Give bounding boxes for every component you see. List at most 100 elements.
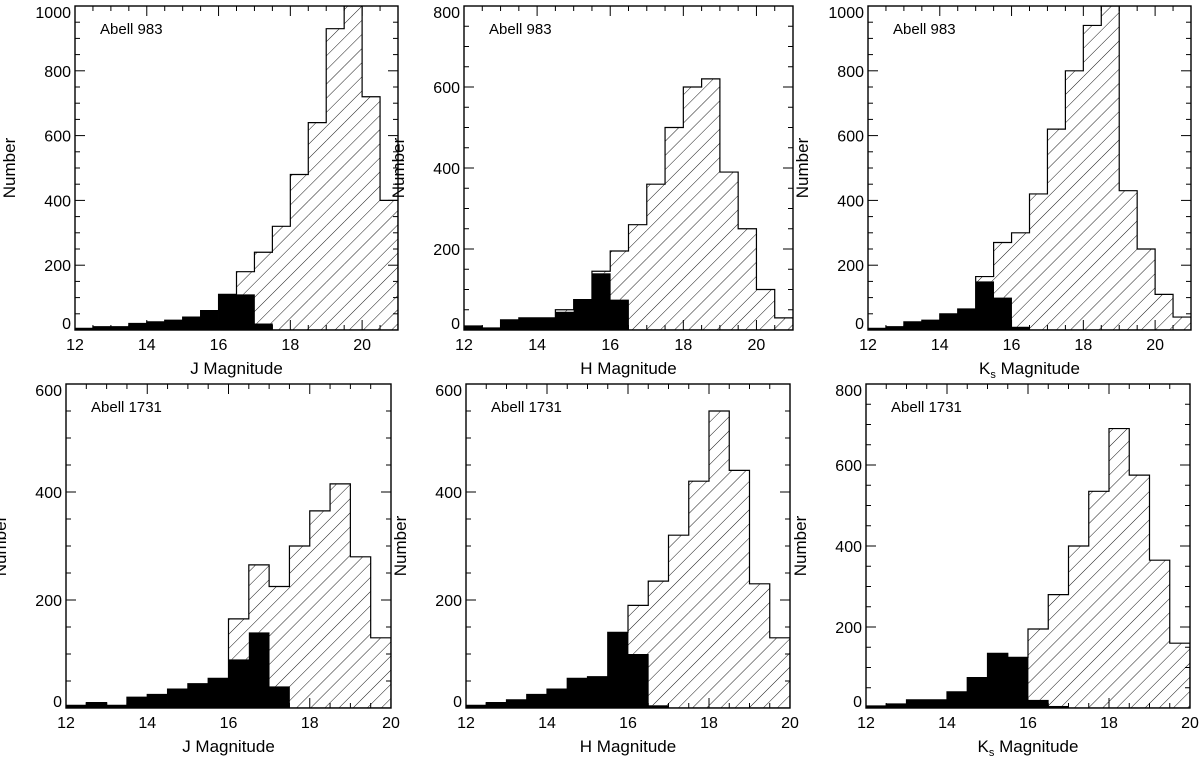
hatched-bar bbox=[254, 252, 273, 324]
hatched-bar bbox=[1169, 643, 1190, 708]
x-tick-label: 12 bbox=[455, 337, 473, 354]
hatched-bar bbox=[1129, 475, 1150, 708]
hatched-bar bbox=[1029, 193, 1048, 330]
filled-bar bbox=[110, 326, 130, 330]
filled-bar bbox=[628, 654, 649, 708]
cluster-label: Abell 983 bbox=[893, 21, 956, 38]
filled-bar bbox=[906, 699, 928, 708]
hatched-bar bbox=[591, 271, 611, 274]
filled-bar bbox=[248, 632, 270, 708]
hatched-bar bbox=[769, 637, 790, 708]
hatched-bar bbox=[362, 96, 381, 330]
y-tick-label: 800 bbox=[835, 383, 862, 400]
y-axis-label: Number bbox=[391, 515, 410, 576]
filled-bar bbox=[573, 299, 593, 330]
cluster-label: Abell 983 bbox=[100, 21, 163, 38]
x-axis-label-subscript: s bbox=[989, 747, 995, 759]
x-axis-label: H Magnitude bbox=[580, 737, 676, 756]
filled-bar bbox=[236, 294, 255, 330]
filled-bar bbox=[228, 659, 250, 708]
filled-bar bbox=[208, 678, 229, 708]
hatched-bar bbox=[1068, 546, 1089, 708]
filled-bar bbox=[1011, 326, 1030, 330]
filled-bar bbox=[537, 317, 556, 330]
x-tick-label: 18 bbox=[674, 337, 692, 354]
filled-bar bbox=[75, 328, 94, 330]
filled-bar bbox=[269, 686, 290, 708]
y-tick-label: 0 bbox=[855, 316, 864, 333]
y-tick-label: 200 bbox=[35, 593, 62, 610]
filled-bar bbox=[967, 677, 988, 708]
filled-bar bbox=[607, 632, 629, 708]
plot-area bbox=[868, 6, 1191, 330]
histogram-outline bbox=[75, 6, 398, 330]
filled-bar bbox=[218, 294, 237, 330]
x-tick-label: 16 bbox=[1003, 337, 1021, 354]
y-tick-label: 200 bbox=[835, 620, 862, 637]
plot-area bbox=[466, 410, 790, 708]
y-axis-label: Number bbox=[389, 137, 408, 198]
filled-bar bbox=[518, 317, 538, 330]
hatched-bar bbox=[289, 546, 310, 708]
hatched-bar bbox=[1083, 25, 1102, 330]
filled-bar bbox=[106, 705, 128, 708]
x-axis-label-rest: Magnitude bbox=[994, 737, 1078, 756]
x-axis-label: H Magnitude bbox=[580, 359, 676, 378]
filled-bar bbox=[591, 273, 611, 330]
hatched-bar bbox=[729, 470, 750, 708]
filled-bar bbox=[903, 321, 923, 330]
cluster-label: Abell 983 bbox=[489, 21, 552, 38]
hatched-bar bbox=[370, 637, 391, 708]
hatched-bar bbox=[555, 309, 574, 312]
plot-area bbox=[866, 427, 1190, 708]
hatched-bar bbox=[350, 556, 371, 708]
hatched-bar bbox=[756, 289, 775, 330]
x-tick-label: 18 bbox=[700, 715, 718, 732]
y-axis-label: Number bbox=[791, 515, 810, 576]
y-tick-label: 400 bbox=[435, 485, 462, 502]
y-axis-label: Number bbox=[0, 515, 10, 576]
y-tick-label: 800 bbox=[837, 64, 864, 81]
x-tick-label: 14 bbox=[138, 715, 156, 732]
hatched-bar bbox=[1088, 491, 1109, 708]
hatched-bar bbox=[701, 78, 720, 330]
hatched-bar bbox=[1137, 249, 1156, 330]
x-axis-label-main: J bbox=[182, 737, 191, 756]
filled-bar bbox=[868, 328, 887, 330]
y-tick-label: 400 bbox=[35, 485, 62, 502]
hatched-bar bbox=[1109, 428, 1130, 708]
x-tick-label: 20 bbox=[1181, 715, 1199, 732]
filled-bar bbox=[92, 326, 112, 330]
filled-bar bbox=[926, 699, 948, 708]
hatched-bar bbox=[1101, 6, 1120, 330]
hatched-bar bbox=[228, 618, 249, 660]
y-tick-label: 600 bbox=[835, 458, 862, 475]
y-tick-label: 800 bbox=[44, 64, 71, 81]
filled-bar bbox=[86, 702, 108, 708]
hatched-bar bbox=[628, 224, 647, 330]
filled-bar bbox=[1007, 657, 1029, 708]
filled-bar bbox=[482, 327, 501, 330]
x-tick-label: 18 bbox=[1074, 337, 1092, 354]
x-axis-label-rest: Magnitude bbox=[191, 737, 275, 756]
hatched-bar bbox=[709, 411, 730, 708]
x-tick-label: 14 bbox=[931, 337, 949, 354]
hatched-bar bbox=[610, 251, 629, 300]
filled-bar bbox=[500, 319, 520, 330]
filled-bar bbox=[947, 691, 968, 708]
y-tick-label: 600 bbox=[837, 129, 864, 146]
hatched-bar bbox=[290, 174, 309, 330]
hatched-bar bbox=[688, 481, 709, 708]
histogram-outline bbox=[466, 410, 790, 708]
filled-bar bbox=[526, 694, 548, 708]
filled-bar bbox=[610, 299, 629, 330]
hatched-bar bbox=[1028, 629, 1049, 700]
y-tick-label: 600 bbox=[44, 129, 71, 146]
x-tick-label: 20 bbox=[1146, 337, 1164, 354]
x-tick-label: 12 bbox=[66, 337, 84, 354]
